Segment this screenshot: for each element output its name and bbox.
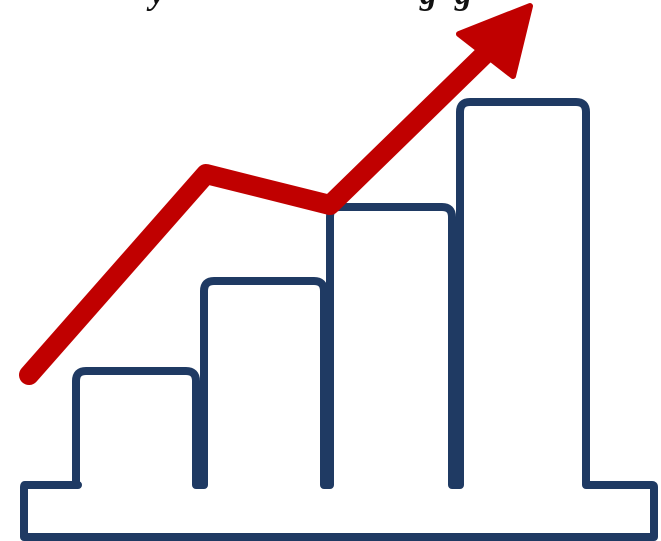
caption-fragment-3: g [455, 0, 472, 14]
trend-arrow-head [456, 3, 533, 79]
caption-fragment-2: g [420, 0, 437, 14]
bar-chart-outline [20, 98, 658, 541]
cropped-caption-text: y g g [0, 0, 661, 14]
trend-arrow-line [19, 42, 497, 385]
caption-fragment-1: y [150, 0, 165, 14]
